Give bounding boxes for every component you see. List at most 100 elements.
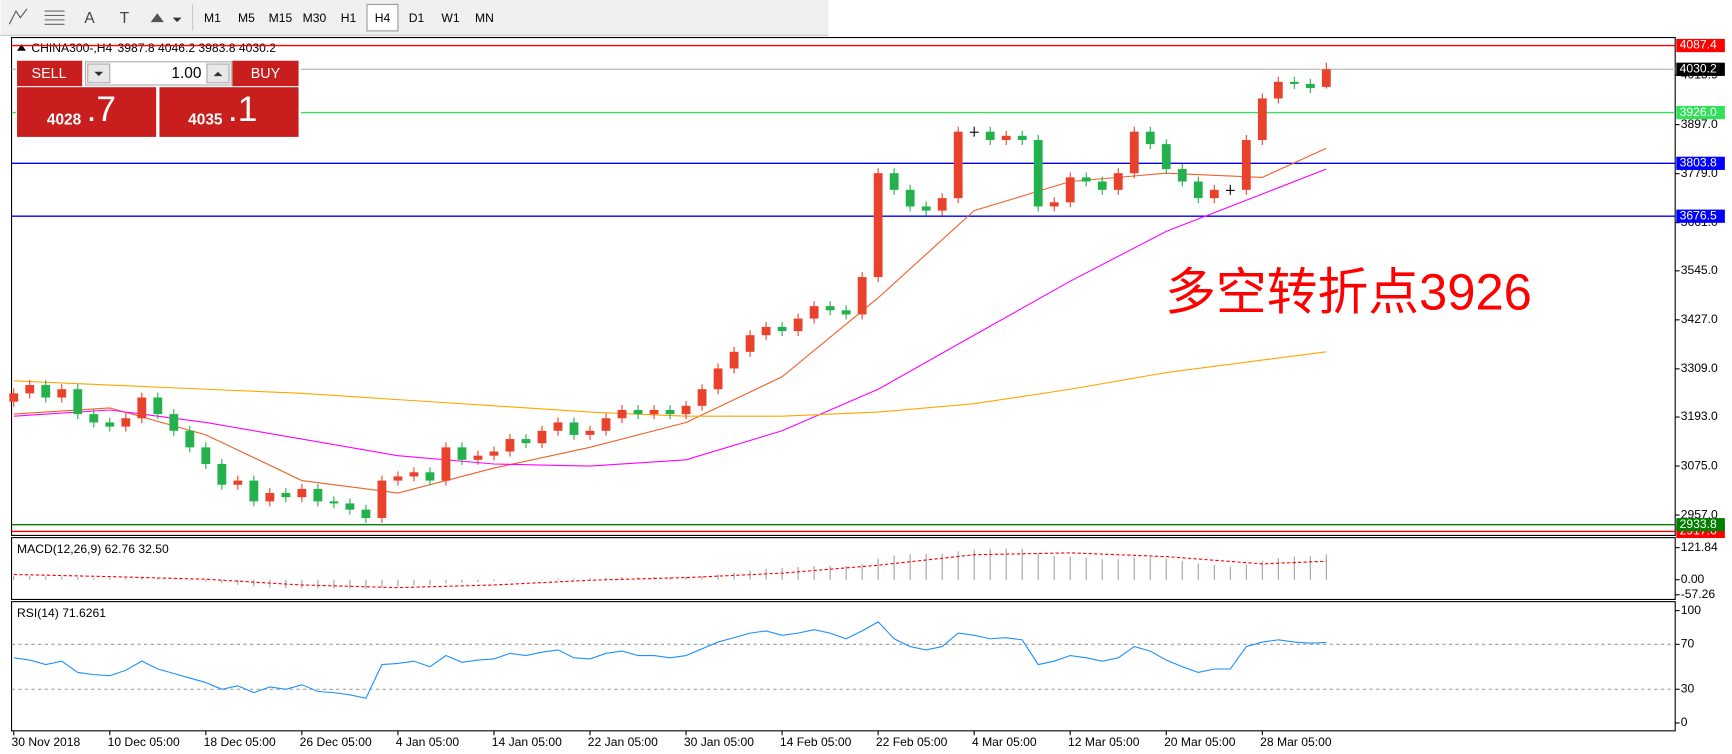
x-tick-label: 4 Mar 05:00: [972, 735, 1037, 749]
level-label: 3803.8: [1680, 156, 1717, 170]
y-tick-label: 121.84: [1681, 540, 1718, 554]
y-tick-label: 3427.0: [1681, 312, 1718, 326]
candle-body: [281, 493, 291, 498]
bid-big[interactable]: .7: [87, 90, 116, 129]
chart-ohlc: 3987.8 4046.2 3983.8 4030.2: [118, 41, 277, 55]
timeframe-button[interactable]: D1: [409, 11, 425, 25]
timeframe-button[interactable]: H1: [341, 11, 357, 25]
candle-body: [1033, 139, 1043, 207]
candle-body: [985, 131, 995, 140]
candle-body: [969, 131, 979, 133]
macd-title: MACD(12,26,9) 62.76 32.50: [17, 542, 169, 556]
trade-panel: SELL 1.00 BUY 4028 .7 4035 .1: [15, 59, 301, 138]
candle-body: [1081, 177, 1091, 182]
candle-body: [569, 422, 579, 435]
candle-body: [425, 472, 435, 481]
candle-body: [153, 397, 163, 415]
candle-body: [57, 389, 67, 398]
candle-body: [953, 131, 963, 199]
candle-body: [201, 447, 211, 464]
candle-body: [1257, 98, 1267, 140]
candle-body: [873, 173, 883, 278]
y-tick-label: 3545.0: [1681, 263, 1718, 277]
ask-main[interactable]: 4035: [188, 111, 223, 128]
level-label-bg: [1676, 105, 1725, 120]
candle-body: [89, 414, 99, 423]
y-tick-label: 0.00: [1681, 572, 1705, 586]
tool-icon-grid[interactable]: [44, 10, 65, 25]
timeframe-button[interactable]: W1: [441, 11, 459, 25]
buy-label[interactable]: BUY: [251, 66, 281, 82]
tool-icon[interactable]: A: [84, 10, 95, 27]
timeframe-button[interactable]: M30: [303, 11, 327, 25]
candle-body: [521, 439, 531, 444]
timeframe-button[interactable]: M15: [269, 11, 293, 25]
candle-body: [137, 397, 147, 419]
candle-body: [169, 414, 179, 431]
level-label: 4030.2: [1680, 61, 1717, 75]
timeframe-button[interactable]: M1: [204, 11, 221, 25]
rsi-title: RSI(14) 71.6261: [17, 606, 106, 620]
candle-body: [505, 439, 515, 452]
collapse-icon[interactable]: [17, 44, 26, 51]
candle-body: [441, 447, 451, 481]
lot-field[interactable]: [84, 61, 232, 86]
x-tick-label: 30 Jan 05:00: [684, 735, 754, 749]
x-tick-label: 14 Feb 05:00: [780, 735, 852, 749]
x-tick-label: 26 Dec 05:00: [300, 735, 372, 749]
lot-up-icon: [213, 71, 223, 77]
candle-body: [1225, 189, 1235, 191]
candle-body: [617, 409, 627, 419]
ask-big[interactable]: .1: [228, 90, 257, 129]
tool-icon-objects[interactable]: [150, 13, 182, 23]
level-label: 3926.0: [1680, 105, 1717, 119]
candle-body: [921, 206, 931, 211]
candle-body: [73, 389, 83, 415]
candle-body: [649, 409, 659, 415]
level-label: 2933.8: [1680, 517, 1717, 531]
sell-button[interactable]: [17, 60, 83, 87]
candle-body: [1097, 181, 1107, 190]
sell-label[interactable]: SELL: [32, 66, 67, 82]
toolbar: [0, 0, 829, 36]
timeframe-active[interactable]: [366, 3, 399, 32]
candle-body: [665, 409, 675, 415]
x-tick-label: 4 Jan 05:00: [396, 735, 460, 749]
x-tick-label: 18 Dec 05:00: [204, 735, 276, 749]
candle-body: [1017, 135, 1027, 140]
timeframe-button[interactable]: H4: [375, 11, 391, 25]
candle-body: [297, 488, 307, 498]
candle-body: [393, 476, 403, 481]
lot-value[interactable]: 1.00: [171, 65, 201, 82]
y-tick-label: 3193.0: [1681, 409, 1718, 423]
candle-body: [345, 503, 355, 510]
timeframe-button[interactable]: MN: [475, 11, 494, 25]
candle-body: [329, 501, 339, 504]
buy-button[interactable]: [232, 60, 299, 87]
candle-body: [553, 422, 563, 431]
level-label-bg: [1676, 62, 1725, 76]
tool-icon[interactable]: T: [120, 10, 130, 27]
candle-body: [217, 463, 227, 485]
candle-body: [409, 472, 419, 477]
candle-body: [793, 318, 803, 332]
level-label-bg: [1676, 518, 1725, 532]
y-tick-label: -57.26: [1681, 587, 1716, 601]
timeframe-button[interactable]: M5: [238, 11, 255, 25]
candle-body: [1001, 135, 1011, 140]
y-tick-label: 3309.0: [1681, 361, 1718, 375]
ask-box[interactable]: [159, 87, 299, 137]
y-tick-label: 0: [1681, 715, 1688, 729]
bid-main[interactable]: 4028: [47, 111, 82, 128]
lot-down-icon: [94, 71, 104, 77]
candle-body: [473, 455, 483, 460]
candle-body: [1129, 131, 1139, 174]
candle-body: [729, 351, 739, 369]
candle-body: [1273, 81, 1283, 99]
x-tick-label: 22 Feb 05:00: [876, 735, 948, 749]
candle-body: [713, 368, 723, 390]
candle-body: [1193, 181, 1203, 199]
bid-box[interactable]: [17, 87, 157, 137]
tool-icon-chart[interactable]: [8, 8, 28, 25]
